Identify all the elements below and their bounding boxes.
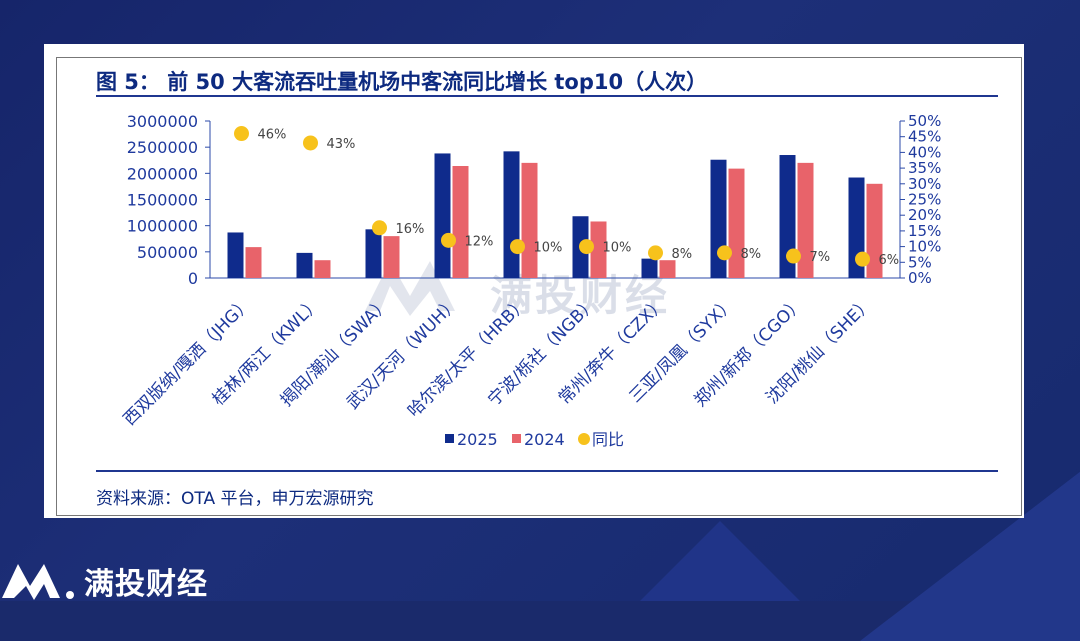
figure-title: 图 5： 前 50 大客流吞吐量机场中客流同比增长 top10（人次） — [96, 70, 708, 94]
bar-2025 — [434, 153, 451, 278]
right-tick-label: 30% — [908, 175, 941, 193]
yoy-point — [579, 239, 594, 255]
yoy-point — [441, 232, 456, 248]
brand-name: 满投财经 — [84, 567, 208, 602]
right-tick-label: 15% — [908, 222, 941, 240]
report-card — [44, 44, 1024, 518]
bar-2025 — [503, 151, 520, 278]
bar-2025 — [227, 232, 244, 278]
source-note: 资料来源：OTA 平台，申万宏源研究 — [96, 489, 374, 509]
bar-2024 — [728, 168, 745, 278]
right-tick-label: 45% — [908, 128, 941, 146]
right-tick-label: 35% — [908, 159, 941, 177]
title-rule — [96, 95, 998, 97]
background-shape — [640, 521, 800, 601]
yoy-point — [786, 248, 801, 264]
yoy-point — [717, 245, 732, 261]
left-tick-label: 2000000 — [127, 164, 198, 183]
legend-label: 同比 — [592, 430, 624, 449]
legend-swatch — [578, 433, 590, 445]
yoy-data-label: 7% — [810, 250, 831, 265]
yoy-point — [372, 220, 387, 236]
left-tick-label: 0 — [188, 269, 198, 288]
bar-2024 — [314, 260, 331, 278]
bar-2025 — [779, 155, 796, 278]
yoy-data-label: 6% — [879, 253, 900, 268]
yoy-data-label: 46% — [258, 128, 287, 143]
figure-frame — [56, 57, 1022, 516]
right-tick-label: 5% — [908, 253, 932, 271]
bar-2025 — [641, 258, 658, 278]
legend-swatch — [512, 434, 521, 443]
watermark-text: 满投财经 — [490, 271, 671, 320]
right-tick-label: 50% — [908, 112, 941, 130]
yoy-point — [303, 135, 318, 151]
bar-2025 — [365, 229, 382, 278]
yoy-data-label: 8% — [741, 247, 762, 262]
left-tick-label: 2500000 — [127, 138, 198, 157]
source-rule — [96, 470, 998, 472]
bar-2024 — [521, 162, 538, 278]
yoy-point — [510, 239, 525, 255]
right-tick-label: 25% — [908, 191, 941, 209]
brand-logo-icon — [2, 564, 74, 600]
category-label: 哈尔滨/太平（HRB） — [404, 293, 532, 421]
bar-2024 — [659, 260, 676, 278]
legend-swatch — [445, 434, 454, 443]
yoy-point — [648, 245, 663, 261]
yoy-point — [855, 251, 870, 267]
left-tick-label: 1000000 — [127, 217, 198, 236]
right-tick-label: 0% — [908, 269, 932, 287]
left-tick-label: 500000 — [137, 243, 198, 262]
yoy-point — [234, 126, 249, 142]
legend-label: 2024 — [524, 430, 565, 449]
left-tick-label: 1500000 — [127, 191, 198, 210]
yoy-data-label: 43% — [327, 137, 356, 152]
bar-2024 — [452, 166, 469, 278]
legend-label: 2025 — [457, 430, 498, 449]
yoy-data-label: 10% — [534, 241, 563, 256]
yoy-data-label: 10% — [603, 241, 632, 256]
bar-2024 — [797, 162, 814, 278]
yoy-data-label: 8% — [672, 247, 693, 262]
left-tick-label: 3000000 — [127, 112, 198, 131]
yoy-data-label: 16% — [396, 222, 425, 237]
bar-2025 — [296, 252, 313, 278]
bar-2024 — [590, 221, 607, 278]
bar-2024 — [383, 236, 400, 278]
right-tick-label: 20% — [908, 206, 941, 224]
bar-2024 — [245, 247, 262, 278]
category-label: 西双版纳/嘎洒（JHG） — [120, 293, 256, 429]
yoy-data-label: 12% — [465, 234, 494, 249]
right-tick-label: 40% — [908, 143, 941, 161]
bar-2024 — [866, 183, 883, 278]
right-tick-label: 10% — [908, 238, 941, 256]
bar-chart: 0 500000 1000000 1500000 2000000 2500000 30000… — [120, 112, 942, 449]
